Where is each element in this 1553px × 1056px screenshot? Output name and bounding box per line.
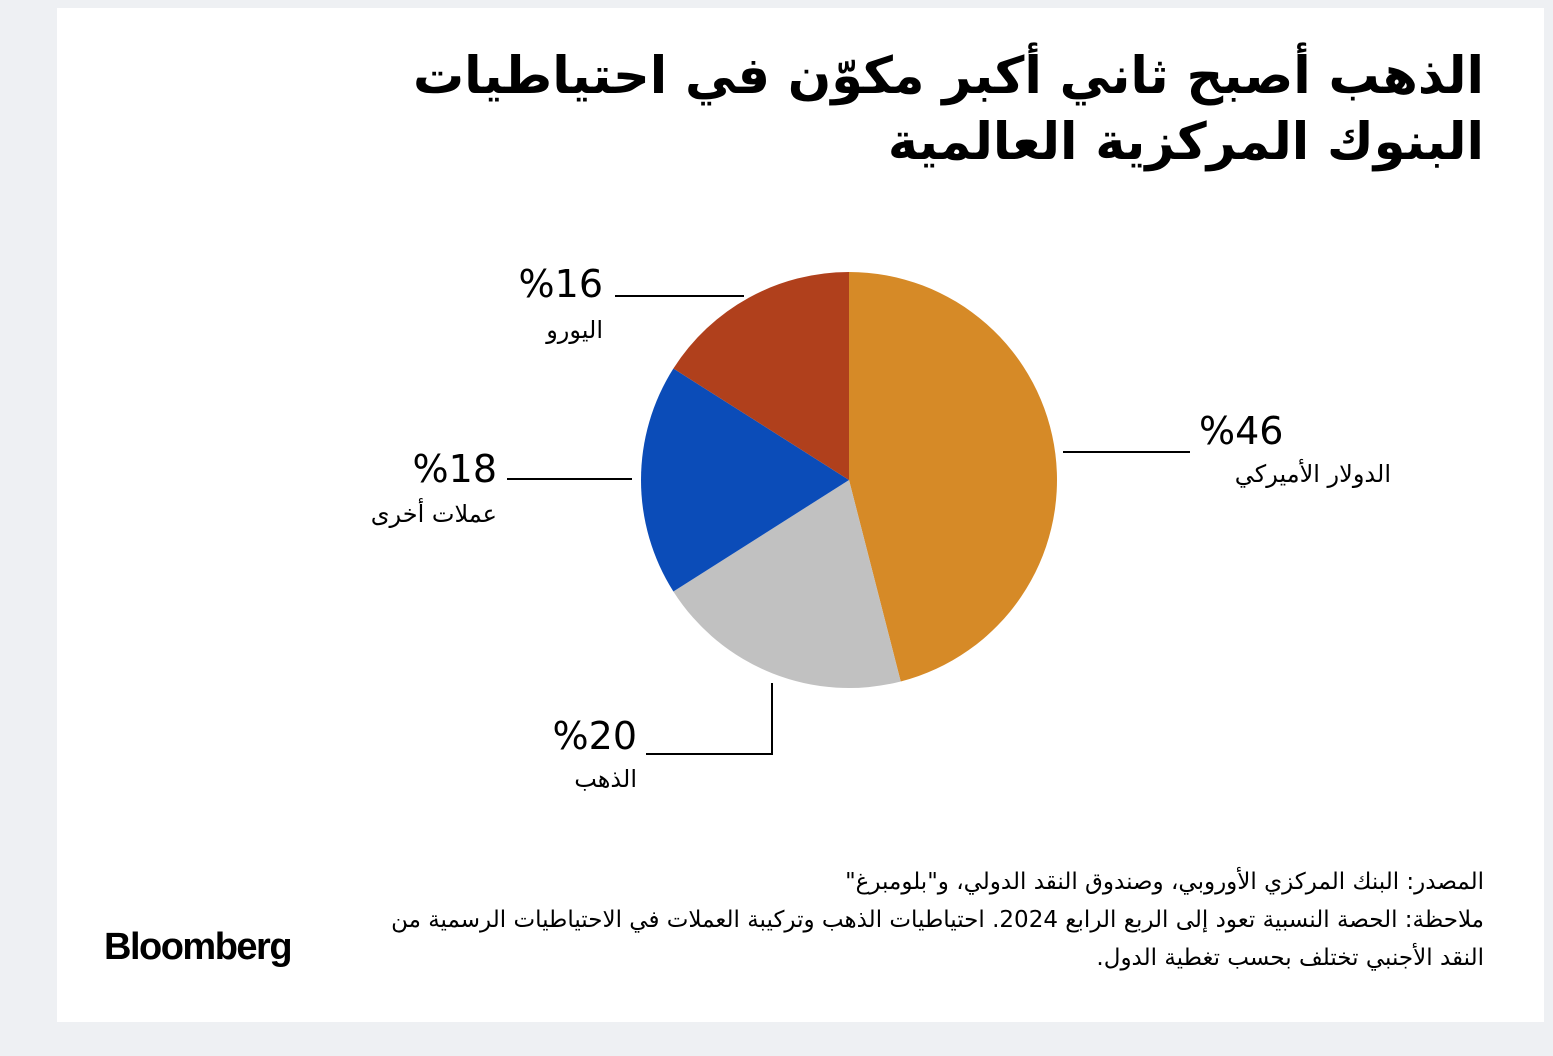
pie-slice-euro [673, 272, 849, 480]
leader-lines [507, 295, 1190, 755]
bloomberg-logo: Bloomberg [104, 926, 293, 968]
chart-title: الذهب أصبح ثاني أكبر مكوّن في احتياطيات … [412, 47, 1484, 172]
pie-slice-other [641, 368, 849, 592]
source-text: المصدر: البنك المركزي الأوروبي، وصندوق ا… [845, 869, 1484, 895]
slice-label-gold: الذهب [574, 765, 637, 793]
slice-value-gold: %20 [553, 714, 637, 758]
pie-slice-gold [673, 480, 901, 688]
pie-chart: %46 الدولار الأميركي %20 الذهب %18 عملات… [371, 262, 1391, 793]
slice-label-other: عملات أخرى [371, 498, 497, 528]
leader-line-gold [646, 683, 773, 755]
slice-value-euro: %16 [519, 262, 603, 306]
pie-slice-usd [849, 272, 1057, 682]
slice-value-usd: %46 [1199, 409, 1283, 453]
slice-value-other: %18 [413, 447, 497, 491]
slice-label-usd: الدولار الأميركي [1235, 459, 1391, 488]
chart-card: الذهب أصبح ثاني أكبر مكوّن في احتياطيات … [57, 8, 1544, 1022]
chart-footnotes: المصدر: البنك المركزي الأوروبي، وصندوق ا… [384, 863, 1484, 977]
note-text: ملاحظة: الحصة النسبية تعود إلى الربع الر… [391, 907, 1484, 971]
pie-slices [641, 272, 1057, 688]
slice-label-euro: اليورو [545, 316, 603, 344]
